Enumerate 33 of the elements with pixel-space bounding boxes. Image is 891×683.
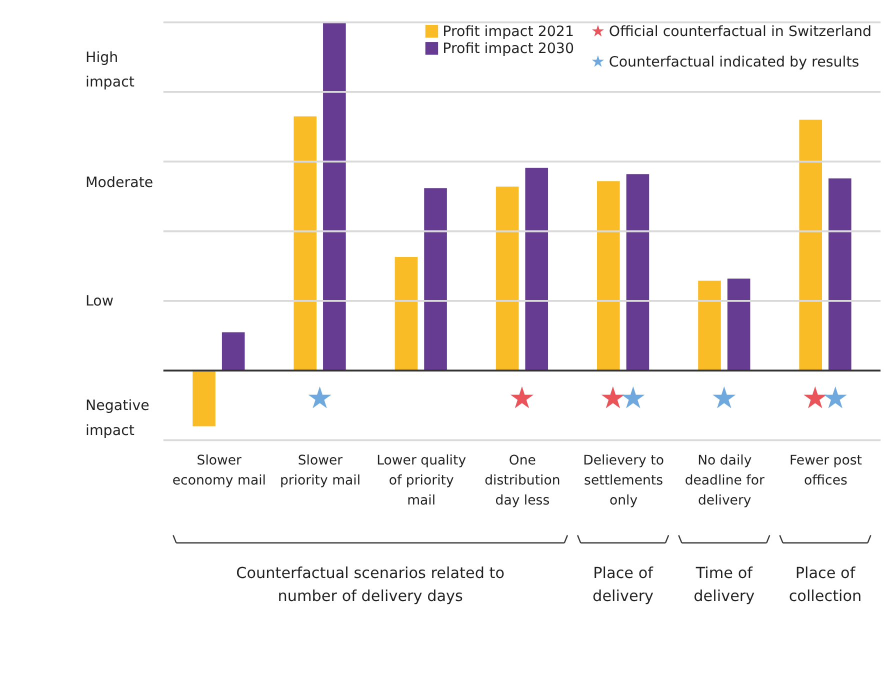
text: Negative impact <box>85 398 150 439</box>
legend-label: Profit impact 2030 <box>442 41 574 58</box>
text: Place of delivery <box>592 564 654 605</box>
x-tick-label: Slower priority mail <box>280 453 361 488</box>
bar <box>394 257 418 371</box>
bar <box>799 120 822 371</box>
text: Place of collection <box>788 564 862 605</box>
x-tick-label: Fewer post offices <box>789 453 862 488</box>
bar <box>525 168 548 371</box>
legend-label: Official counterfactual in Switzerland <box>608 24 872 40</box>
x-tick-label: Slower economy mail <box>172 453 266 488</box>
legend-label: Counterfactual indicated by results <box>608 54 860 70</box>
bar <box>192 370 216 426</box>
x-tick-label: No daily deadline for delivery <box>684 453 765 508</box>
bar <box>323 22 346 371</box>
bar <box>828 178 852 371</box>
x-tick-label: Delievery to settlements only <box>583 453 664 508</box>
bar <box>597 181 620 371</box>
text: Low <box>85 294 114 310</box>
x-tick-label: Lower quality of priority mail <box>376 453 466 508</box>
text: Counterfactual scenarios related to number of delivery days <box>236 564 505 605</box>
bar <box>626 174 650 371</box>
bar <box>727 278 750 371</box>
text: High impact <box>85 50 135 91</box>
bar <box>424 188 447 371</box>
text: Time of delivery <box>694 564 755 605</box>
legend-label: Profit impact 2021 <box>442 24 574 40</box>
x-tick-label: One distribution day less <box>484 453 560 508</box>
text: Moderate <box>85 175 154 192</box>
bar <box>496 186 519 371</box>
bar <box>222 332 245 371</box>
bar <box>698 280 721 371</box>
bar <box>294 116 317 371</box>
